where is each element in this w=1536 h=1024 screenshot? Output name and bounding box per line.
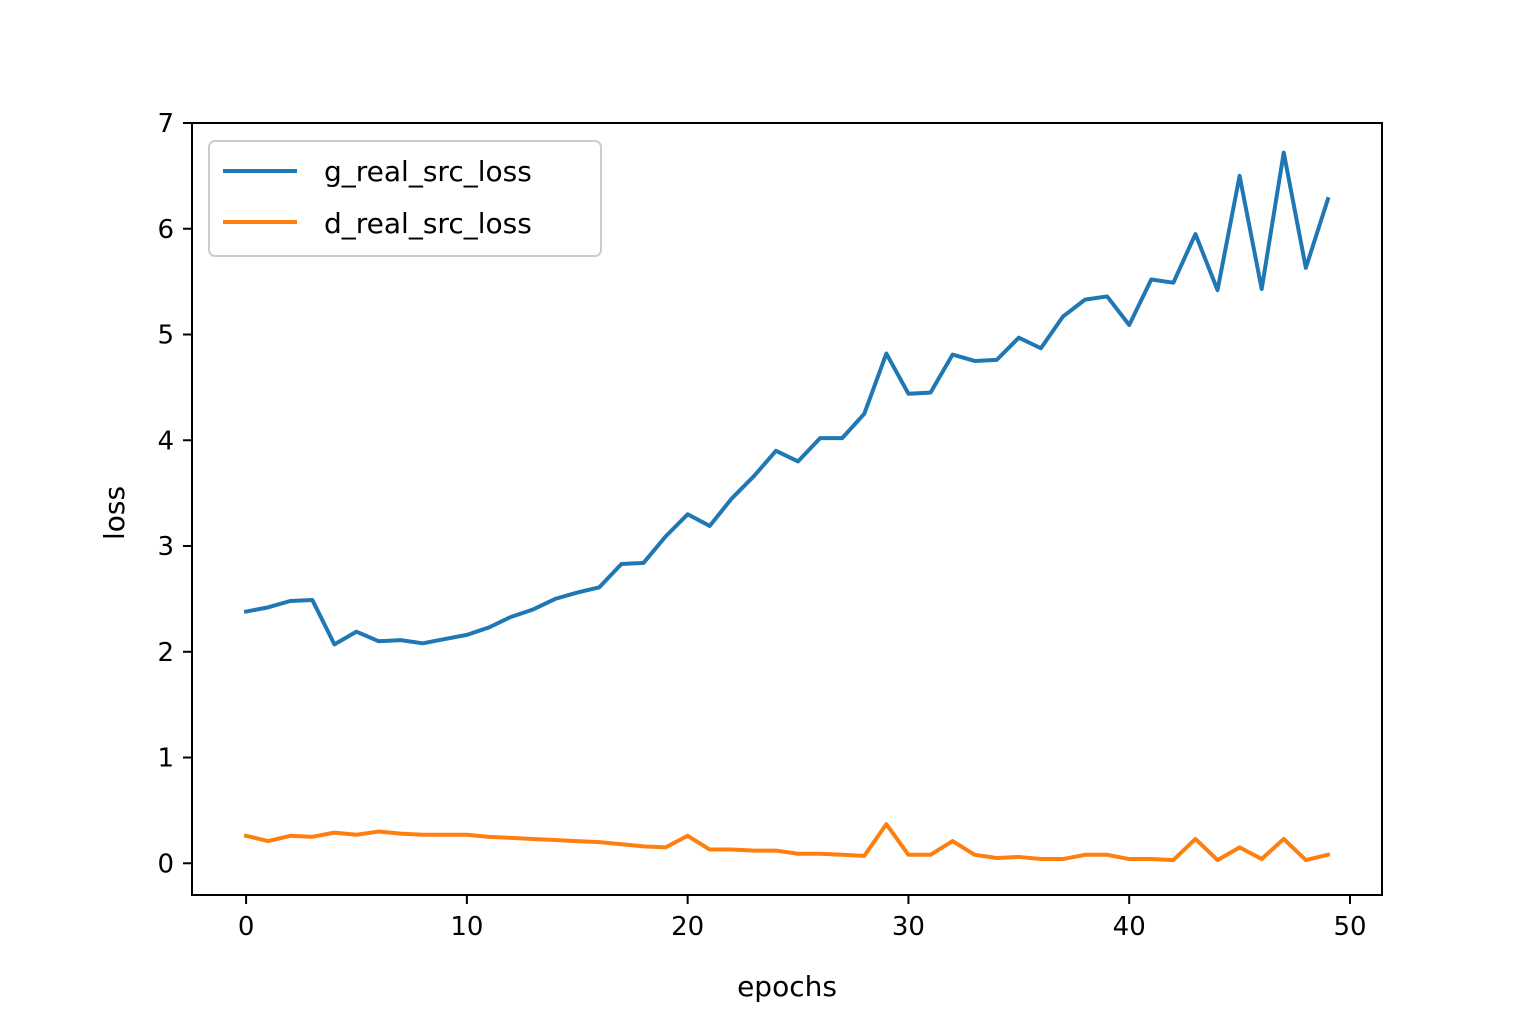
y-tick-label: 2 <box>157 638 174 668</box>
x-tick-label: 10 <box>450 912 483 942</box>
y-tick-label: 0 <box>157 849 174 879</box>
legend-label-d-real-src-loss: d_real_src_loss <box>324 207 532 240</box>
series-lines <box>243 150 1331 863</box>
x-axis-label: epochs <box>737 970 837 1003</box>
x-axis-ticks: 0 10 20 30 40 50 <box>238 895 1367 942</box>
y-tick-label: 7 <box>157 109 174 139</box>
series-line-d-real-src-loss <box>243 822 1331 863</box>
x-tick-label: 40 <box>1113 912 1146 942</box>
legend-box <box>208 140 602 257</box>
y-tick-label: 1 <box>157 744 174 774</box>
legend: g_real_src_loss d_real_src_loss <box>208 140 602 257</box>
y-tick-label: 5 <box>157 321 174 351</box>
x-tick-label: 20 <box>671 912 704 942</box>
x-tick-label: 30 <box>892 912 925 942</box>
y-tick-label: 6 <box>157 215 174 245</box>
y-tick-label: 3 <box>157 532 174 562</box>
legend-label-g-real-src-loss: g_real_src_loss <box>324 155 532 188</box>
x-tick-label: 0 <box>238 912 255 942</box>
y-axis-label: loss <box>98 486 131 540</box>
series-line-g-real-src-loss <box>243 150 1331 647</box>
x-tick-label: 50 <box>1333 912 1366 942</box>
plot-frame <box>191 122 1383 896</box>
y-tick-label: 4 <box>157 426 174 456</box>
y-axis-ticks: 0 1 2 3 4 5 6 7 <box>157 109 192 879</box>
